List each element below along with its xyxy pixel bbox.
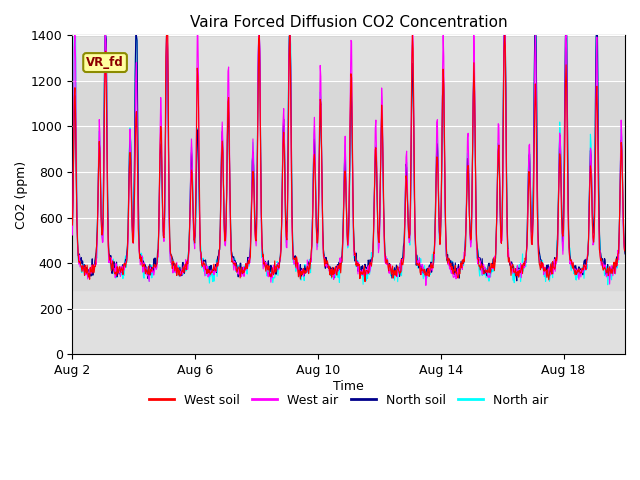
X-axis label: Time: Time xyxy=(333,380,364,393)
Text: VR_fd: VR_fd xyxy=(86,56,124,69)
Bar xyxy=(72,81,625,290)
Legend: West soil, West air, North soil, North air: West soil, West air, North soil, North a… xyxy=(144,389,554,412)
Y-axis label: CO2 (ppm): CO2 (ppm) xyxy=(15,161,28,229)
Title: Vaira Forced Diffusion CO2 Concentration: Vaira Forced Diffusion CO2 Concentration xyxy=(190,15,508,30)
